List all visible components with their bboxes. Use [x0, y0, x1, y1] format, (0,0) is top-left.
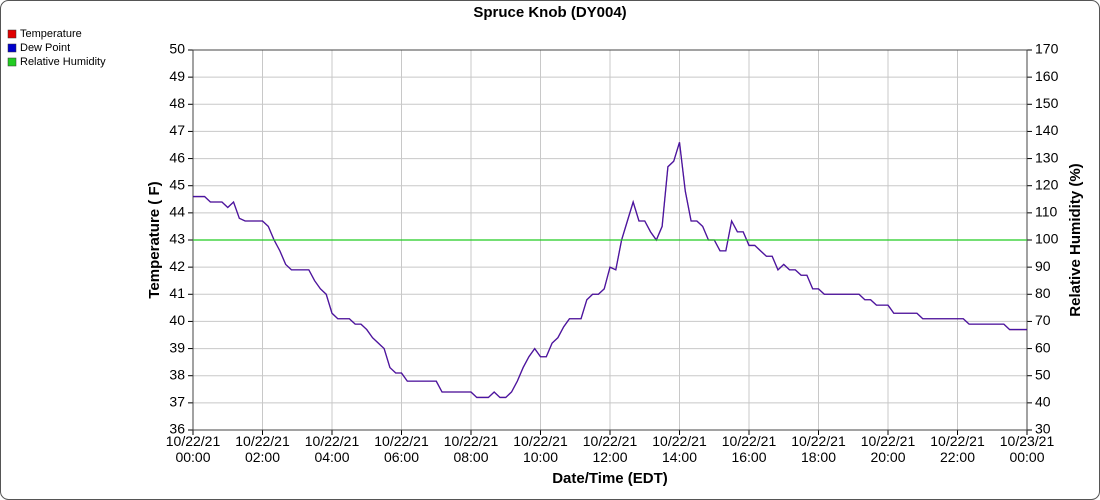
legend-label: Temperature: [20, 28, 82, 40]
x-tick-label: 10/23/21 00:00: [1000, 433, 1055, 465]
y-tick-label: 43: [169, 231, 185, 247]
x-tick-label: 10/22/21 02:00: [235, 433, 290, 465]
x-tick-label: 10/22/21 20:00: [861, 433, 916, 465]
y2-tick-label: 70: [1035, 312, 1051, 328]
y2-tick-label: 150: [1035, 95, 1059, 111]
x-tick-label: 10/22/21 00:00: [166, 433, 221, 465]
y-tick-label: 42: [169, 258, 185, 274]
y2-tick-label: 80: [1035, 285, 1051, 301]
x-tick-label: 10/22/21 12:00: [583, 433, 638, 465]
x-tick-label: 10/22/21 08:00: [444, 433, 499, 465]
y2-tick-label: 40: [1035, 394, 1051, 410]
x-tick-label: 10/22/21 22:00: [930, 433, 985, 465]
y-tick-label: 44: [169, 204, 185, 220]
y-tick-label: 47: [169, 122, 185, 138]
x-tick-label: 10/22/21 14:00: [652, 433, 707, 465]
y-tick-label: 36: [169, 421, 185, 437]
legend-label: Relative Humidity: [20, 56, 106, 68]
y-tick-label: 46: [169, 149, 185, 165]
y2-tick-label: 100: [1035, 231, 1059, 247]
series-line: [193, 142, 1027, 399]
legend-swatch: [7, 57, 17, 67]
y-tick-label: 39: [169, 339, 185, 355]
y2-tick-label: 90: [1035, 258, 1051, 274]
x-tick-label: 10/22/21 18:00: [791, 433, 846, 465]
y2-tick-label: 60: [1035, 339, 1051, 355]
legend-label: Dew Point: [20, 42, 70, 54]
y2-axis-label: Relative Humidity (%): [1067, 163, 1084, 316]
legend-swatch: [7, 29, 17, 39]
y-axis-label: Temperature ( F): [146, 181, 163, 298]
y-tick-label: 48: [169, 95, 185, 111]
y2-tick-label: 110: [1035, 204, 1058, 220]
y2-tick-label: 120: [1035, 176, 1059, 192]
y-tick-label: 45: [169, 176, 185, 192]
y2-tick-label: 130: [1035, 149, 1059, 165]
y2-tick-label: 50: [1035, 366, 1051, 382]
y-tick-label: 50: [169, 41, 185, 57]
y2-tick-label: 30: [1035, 421, 1051, 437]
y2-tick-label: 170: [1035, 41, 1059, 57]
legend-swatch: [7, 43, 17, 53]
y2-tick-label: 160: [1035, 68, 1059, 84]
x-axis-label: Date/Time (EDT): [552, 470, 668, 487]
y-tick-label: 49: [169, 68, 185, 84]
y-tick-label: 41: [169, 285, 185, 301]
y2-tick-label: 140: [1035, 122, 1059, 138]
x-tick-label: 10/22/21 06:00: [374, 433, 429, 465]
x-tick-label: 10/22/21 16:00: [722, 433, 777, 465]
x-tick-label: 10/22/21 04:00: [305, 433, 360, 465]
y-tick-label: 38: [169, 366, 185, 382]
x-tick-label: 10/22/21 10:00: [513, 433, 568, 465]
chart-title: Spruce Knob (DY004): [473, 4, 626, 21]
y-tick-label: 40: [169, 312, 185, 328]
y-tick-label: 37: [169, 394, 185, 410]
